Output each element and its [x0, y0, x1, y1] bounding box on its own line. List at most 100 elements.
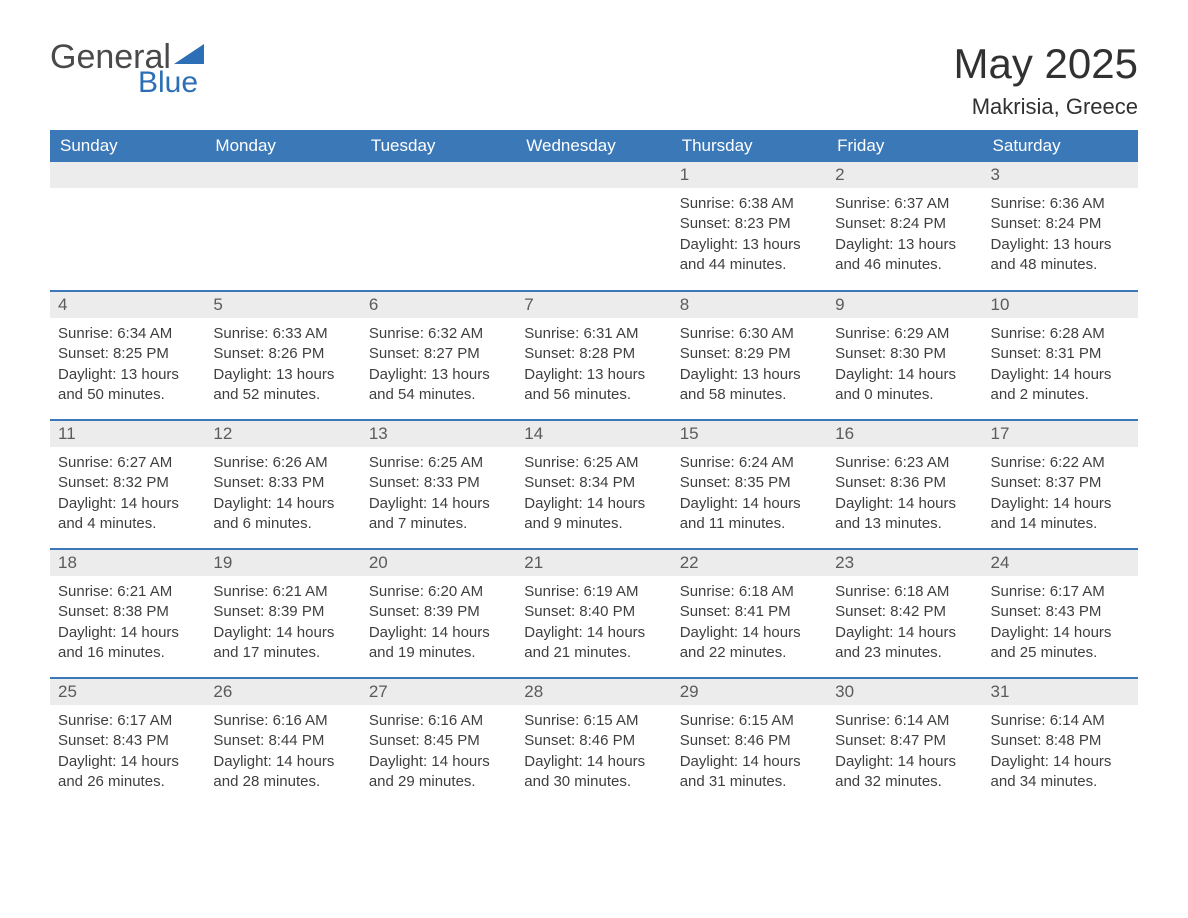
day-cell: 9Sunrise: 6:29 AMSunset: 8:30 PMDaylight…	[827, 292, 982, 419]
day-body	[516, 188, 671, 208]
day-info-line: Sunrise: 6:21 AM	[213, 582, 352, 602]
day-info-line: Sunrise: 6:16 AM	[369, 711, 508, 731]
week-row: 1Sunrise: 6:38 AMSunset: 8:23 PMDaylight…	[50, 162, 1138, 290]
day-body: Sunrise: 6:25 AMSunset: 8:34 PMDaylight:…	[516, 447, 671, 548]
day-info-line: Daylight: 14 hours	[680, 752, 819, 772]
day-body: Sunrise: 6:14 AMSunset: 8:48 PMDaylight:…	[983, 705, 1138, 806]
day-info-line: Sunrise: 6:23 AM	[835, 453, 974, 473]
day-info-line: and 28 minutes.	[213, 772, 352, 792]
day-cell: 2Sunrise: 6:37 AMSunset: 8:24 PMDaylight…	[827, 162, 982, 290]
day-cell: 19 Sunrise: 6:21 AMSunset: 8:39 PMDayligh…	[205, 550, 360, 677]
weekday-header: Wednesday	[516, 130, 671, 162]
day-info-line: Sunset: 8:30 PM	[835, 344, 974, 364]
day-body: Sunrise: 6:27 AMSunset: 8:32 PMDaylight:…	[50, 447, 205, 548]
day-info-line: Sunset: 8:46 PM	[524, 731, 663, 751]
day-info-line: and 32 minutes.	[835, 772, 974, 792]
day-info-line: Sunset: 8:27 PM	[369, 344, 508, 364]
day-number: 4	[50, 292, 205, 318]
day-info-line: Sunrise: 6:26 AM	[213, 453, 352, 473]
page-header: General Blue May 2025 Makrisia, Greece	[50, 40, 1138, 120]
day-info-line: Sunrise: 6:14 AM	[991, 711, 1130, 731]
day-number: 17	[983, 421, 1138, 447]
day-info-line: and 14 minutes.	[991, 514, 1130, 534]
day-number: 6	[361, 292, 516, 318]
day-info-line: Sunrise: 6:33 AM	[213, 324, 352, 344]
day-info-line: Sunset: 8:23 PM	[680, 214, 819, 234]
day-cell: 25Sunrise: 6:17 AMSunset: 8:43 PMDayligh…	[50, 679, 205, 806]
day-cell: 4Sunrise: 6:34 AMSunset: 8:25 PMDaylight…	[50, 292, 205, 419]
day-info-line: Sunrise: 6:37 AM	[835, 194, 974, 214]
logo-text-blue: Blue	[138, 68, 204, 98]
day-info-line: and 54 minutes.	[369, 385, 508, 405]
day-info-line: Sunset: 8:35 PM	[680, 473, 819, 493]
title-block: May 2025 Makrisia, Greece	[954, 40, 1138, 120]
day-number: 25	[50, 679, 205, 705]
day-info-line: Daylight: 14 hours	[213, 623, 352, 643]
day-number: 9	[827, 292, 982, 318]
day-info-line: Sunrise: 6:25 AM	[524, 453, 663, 473]
day-number: 8	[672, 292, 827, 318]
day-body: Sunrise: 6:36 AMSunset: 8:24 PMDaylight:…	[983, 188, 1138, 289]
day-info-line: Daylight: 14 hours	[369, 752, 508, 772]
day-cell: 13Sunrise: 6:25 AMSunset: 8:33 PMDayligh…	[361, 421, 516, 548]
day-number: 10	[983, 292, 1138, 318]
day-info-line: Sunset: 8:39 PM	[213, 602, 352, 622]
day-number: 19	[205, 550, 360, 576]
day-number: 1	[672, 162, 827, 188]
day-cell	[361, 162, 516, 290]
day-cell: 29Sunrise: 6:15 AMSunset: 8:46 PMDayligh…	[672, 679, 827, 806]
day-info-line: and 58 minutes.	[680, 385, 819, 405]
day-info-line: Sunset: 8:43 PM	[991, 602, 1130, 622]
day-info-line: and 4 minutes.	[58, 514, 197, 534]
day-info-line: and 26 minutes.	[58, 772, 197, 792]
day-info-line: Sunrise: 6:30 AM	[680, 324, 819, 344]
day-info-line: and 50 minutes.	[58, 385, 197, 405]
day-info-line: and 46 minutes.	[835, 255, 974, 275]
weeks-container: 1Sunrise: 6:38 AMSunset: 8:23 PMDaylight…	[50, 162, 1138, 806]
day-info-line: Sunset: 8:25 PM	[58, 344, 197, 364]
day-info-line: and 2 minutes.	[991, 385, 1130, 405]
day-info-line: and 13 minutes.	[835, 514, 974, 534]
day-info-line: Daylight: 14 hours	[680, 494, 819, 514]
day-info-line: Sunset: 8:24 PM	[991, 214, 1130, 234]
day-info-line: Sunrise: 6:24 AM	[680, 453, 819, 473]
month-title: May 2025	[954, 40, 1138, 88]
day-cell: 15Sunrise: 6:24 AMSunset: 8:35 PMDayligh…	[672, 421, 827, 548]
day-info-line: and 6 minutes.	[213, 514, 352, 534]
day-body: Sunrise: 6:33 AMSunset: 8:26 PMDaylight:…	[205, 318, 360, 419]
day-body: Sunrise: 6:34 AMSunset: 8:25 PMDaylight:…	[50, 318, 205, 419]
day-cell: 27Sunrise: 6:16 AMSunset: 8:45 PMDayligh…	[361, 679, 516, 806]
day-body: Sunrise: 6:18 AMSunset: 8:42 PMDaylight:…	[827, 576, 982, 677]
day-cell	[50, 162, 205, 290]
day-info-line: Sunrise: 6:29 AM	[835, 324, 974, 344]
day-info-line: and 31 minutes.	[680, 772, 819, 792]
day-cell	[205, 162, 360, 290]
day-cell: 26Sunrise: 6:16 AMSunset: 8:44 PMDayligh…	[205, 679, 360, 806]
day-cell: 12Sunrise: 6:26 AMSunset: 8:33 PMDayligh…	[205, 421, 360, 548]
day-info-line: and 19 minutes.	[369, 643, 508, 663]
day-info-line: and 7 minutes.	[369, 514, 508, 534]
day-cell: 18Sunrise: 6:21 AMSunset: 8:38 PMDayligh…	[50, 550, 205, 677]
day-info-line: Sunset: 8:29 PM	[680, 344, 819, 364]
day-info-line: Daylight: 13 hours	[991, 235, 1130, 255]
day-info-line: Sunrise: 6:38 AM	[680, 194, 819, 214]
day-info-line: Sunset: 8:45 PM	[369, 731, 508, 751]
day-number	[361, 162, 516, 188]
day-info-line: Daylight: 13 hours	[680, 235, 819, 255]
day-cell: 24Sunrise: 6:17 AMSunset: 8:43 PMDayligh…	[983, 550, 1138, 677]
day-number	[516, 162, 671, 188]
day-body: Sunrise: 6:38 AMSunset: 8:23 PMDaylight:…	[672, 188, 827, 289]
day-cell: 20Sunrise: 6:20 AMSunset: 8:39 PMDayligh…	[361, 550, 516, 677]
day-number: 26	[205, 679, 360, 705]
day-info-line: and 11 minutes.	[680, 514, 819, 534]
day-info-line: Daylight: 14 hours	[835, 752, 974, 772]
logo-triangle-icon	[174, 42, 204, 68]
day-body	[50, 188, 205, 208]
day-info-line: Sunset: 8:26 PM	[213, 344, 352, 364]
day-info-line: Sunrise: 6:15 AM	[680, 711, 819, 731]
day-info-line: Daylight: 14 hours	[680, 623, 819, 643]
day-cell: 31Sunrise: 6:14 AMSunset: 8:48 PMDayligh…	[983, 679, 1138, 806]
day-info-line: Sunset: 8:33 PM	[213, 473, 352, 493]
day-body: Sunrise: 6:17 AMSunset: 8:43 PMDaylight:…	[983, 576, 1138, 677]
logo: General Blue	[50, 40, 204, 98]
